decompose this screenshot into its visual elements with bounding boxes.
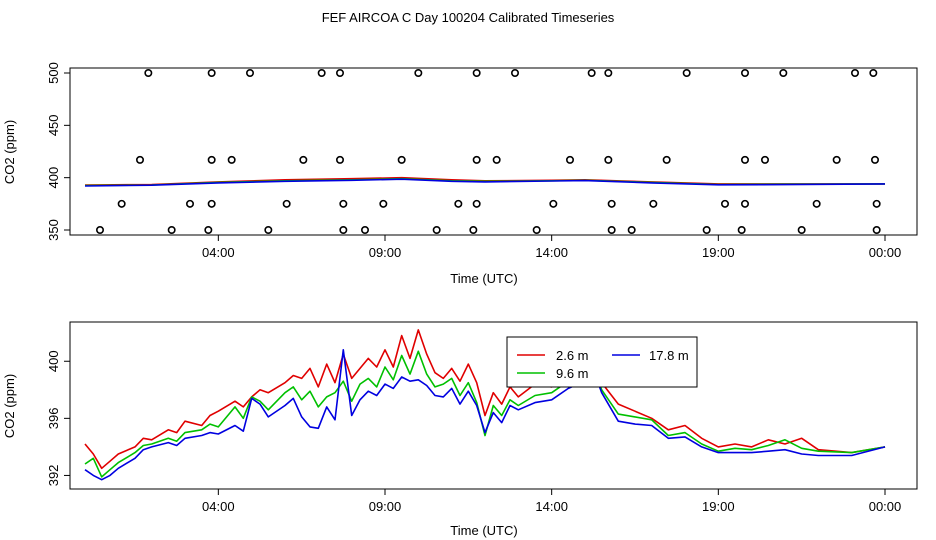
top-y-tick-label-2: 450 bbox=[46, 114, 61, 136]
calibration-point-57 bbox=[737, 226, 746, 235]
calibration-point-37 bbox=[472, 199, 481, 208]
top-plot-frame bbox=[69, 67, 918, 236]
calibration-point-13 bbox=[850, 69, 859, 78]
top-y-tick-label-3: 500 bbox=[46, 62, 61, 84]
top-y-tick-label-0: 350 bbox=[46, 219, 61, 241]
calibration-point-25 bbox=[662, 155, 671, 164]
bottom-y-tick-label-1: 396 bbox=[46, 407, 61, 429]
calibration-point-4 bbox=[335, 69, 344, 78]
calibration-point-23 bbox=[565, 155, 574, 164]
bottom-y-tick-label-0: 392 bbox=[46, 465, 61, 487]
bottom-y-tick-label-2: 400 bbox=[46, 350, 61, 372]
bottom-plot-frame bbox=[69, 321, 918, 490]
calibration-point-1 bbox=[207, 69, 216, 78]
calibration-point-9 bbox=[604, 69, 613, 78]
calibration-point-53 bbox=[532, 226, 541, 235]
calibration-point-48 bbox=[264, 226, 273, 235]
calibration-point-31 bbox=[186, 199, 195, 208]
top-panel: 04:00 09:00 14:00 19:00 00:00 350 400 450 500 Ti… bbox=[2, 62, 918, 286]
calibration-point-49 bbox=[339, 226, 348, 235]
calibration-point-45 bbox=[96, 226, 105, 235]
calibration-point-46 bbox=[167, 226, 176, 235]
calibration-point-19 bbox=[335, 155, 344, 164]
top-x-tick-label-2: 14:00 bbox=[535, 245, 568, 260]
calibration-point-5 bbox=[414, 69, 423, 78]
bottom-panel: 04:00 09:00 14:00 19:00 00:00 392 396 400 Time … bbox=[2, 321, 918, 538]
legend-label-9-6m: 9.6 m bbox=[556, 366, 589, 381]
bottom-series-2-6-m bbox=[84, 329, 886, 470]
calibration-point-24 bbox=[604, 155, 613, 164]
calibration-point-0 bbox=[144, 69, 153, 78]
calibration-point-6 bbox=[472, 69, 481, 78]
page-title: FEF AIRCOA C Day 100204 Calibrated Times… bbox=[322, 10, 615, 25]
calibration-point-35 bbox=[379, 199, 388, 208]
bottom-y-axis-label: CO2 (ppm) bbox=[2, 374, 17, 438]
calibration-point-16 bbox=[207, 155, 216, 164]
calibration-point-47 bbox=[204, 226, 213, 235]
bottom-series-9-6-m bbox=[84, 350, 886, 478]
calibration-point-51 bbox=[432, 226, 441, 235]
calibration-point-54 bbox=[607, 226, 616, 235]
calibration-point-21 bbox=[472, 155, 481, 164]
calibration-point-42 bbox=[740, 199, 749, 208]
calibration-point-56 bbox=[702, 226, 711, 235]
calibration-point-26 bbox=[740, 155, 749, 164]
calibration-point-27 bbox=[760, 155, 769, 164]
bottom-x-tick-label-0: 04:00 bbox=[202, 499, 235, 514]
bottom-x-tick-label-1: 09:00 bbox=[369, 499, 402, 514]
calibration-point-14 bbox=[869, 69, 878, 78]
calibration-point-50 bbox=[360, 226, 369, 235]
calibration-point-28 bbox=[832, 155, 841, 164]
calibration-point-36 bbox=[454, 199, 463, 208]
calibration-point-12 bbox=[779, 69, 788, 78]
calibration-point-17 bbox=[227, 155, 236, 164]
calibration-point-59 bbox=[872, 226, 881, 235]
calibration-point-3 bbox=[317, 69, 326, 78]
calibration-point-39 bbox=[607, 199, 616, 208]
calibration-point-41 bbox=[720, 199, 729, 208]
legend-box bbox=[506, 336, 698, 388]
calibration-point-52 bbox=[469, 226, 478, 235]
bottom-series-17-8-m bbox=[84, 348, 886, 481]
legend-label-17-8m: 17.8 m bbox=[649, 348, 689, 363]
calibration-point-32 bbox=[207, 199, 216, 208]
top-x-tick-label-4: 00:00 bbox=[869, 245, 902, 260]
calibration-point-8 bbox=[587, 69, 596, 78]
calibration-point-20 bbox=[397, 155, 406, 164]
calibration-point-11 bbox=[740, 69, 749, 78]
calibration-point-40 bbox=[649, 199, 658, 208]
calibration-point-38 bbox=[549, 199, 558, 208]
calibration-point-15 bbox=[136, 155, 145, 164]
legend-label-2-6m: 2.6 m bbox=[556, 348, 589, 363]
bottom-x-tick-label-3: 19:00 bbox=[702, 499, 735, 514]
top-x-tick-label-1: 09:00 bbox=[369, 245, 402, 260]
calibration-point-58 bbox=[797, 226, 806, 235]
bottom-x-tick-label-4: 00:00 bbox=[869, 499, 902, 514]
top-x-tick-label-3: 19:00 bbox=[702, 245, 735, 260]
top-y-axis-label: CO2 (ppm) bbox=[2, 120, 17, 184]
calibration-point-30 bbox=[117, 199, 126, 208]
top-series-17-8-m bbox=[84, 178, 886, 187]
calibration-point-22 bbox=[492, 155, 501, 164]
calibration-point-7 bbox=[510, 69, 519, 78]
calibration-point-44 bbox=[872, 199, 881, 208]
top-y-tick-label-1: 400 bbox=[46, 167, 61, 189]
calibration-point-43 bbox=[812, 199, 821, 208]
calibration-point-10 bbox=[682, 69, 691, 78]
calibration-point-55 bbox=[627, 226, 636, 235]
calibration-point-18 bbox=[299, 155, 308, 164]
calibration-point-2 bbox=[246, 69, 255, 78]
bottom-x-axis-label: Time (UTC) bbox=[450, 523, 517, 538]
top-x-tick-label-0: 04:00 bbox=[202, 245, 235, 260]
calibration-point-34 bbox=[339, 199, 348, 208]
bottom-x-tick-label-2: 14:00 bbox=[535, 499, 568, 514]
calibration-point-29 bbox=[870, 155, 879, 164]
legend: 2.6 m 9.6 m 17.8 m bbox=[506, 336, 698, 388]
top-x-axis-label: Time (UTC) bbox=[450, 271, 517, 286]
calibration-point-33 bbox=[282, 199, 291, 208]
